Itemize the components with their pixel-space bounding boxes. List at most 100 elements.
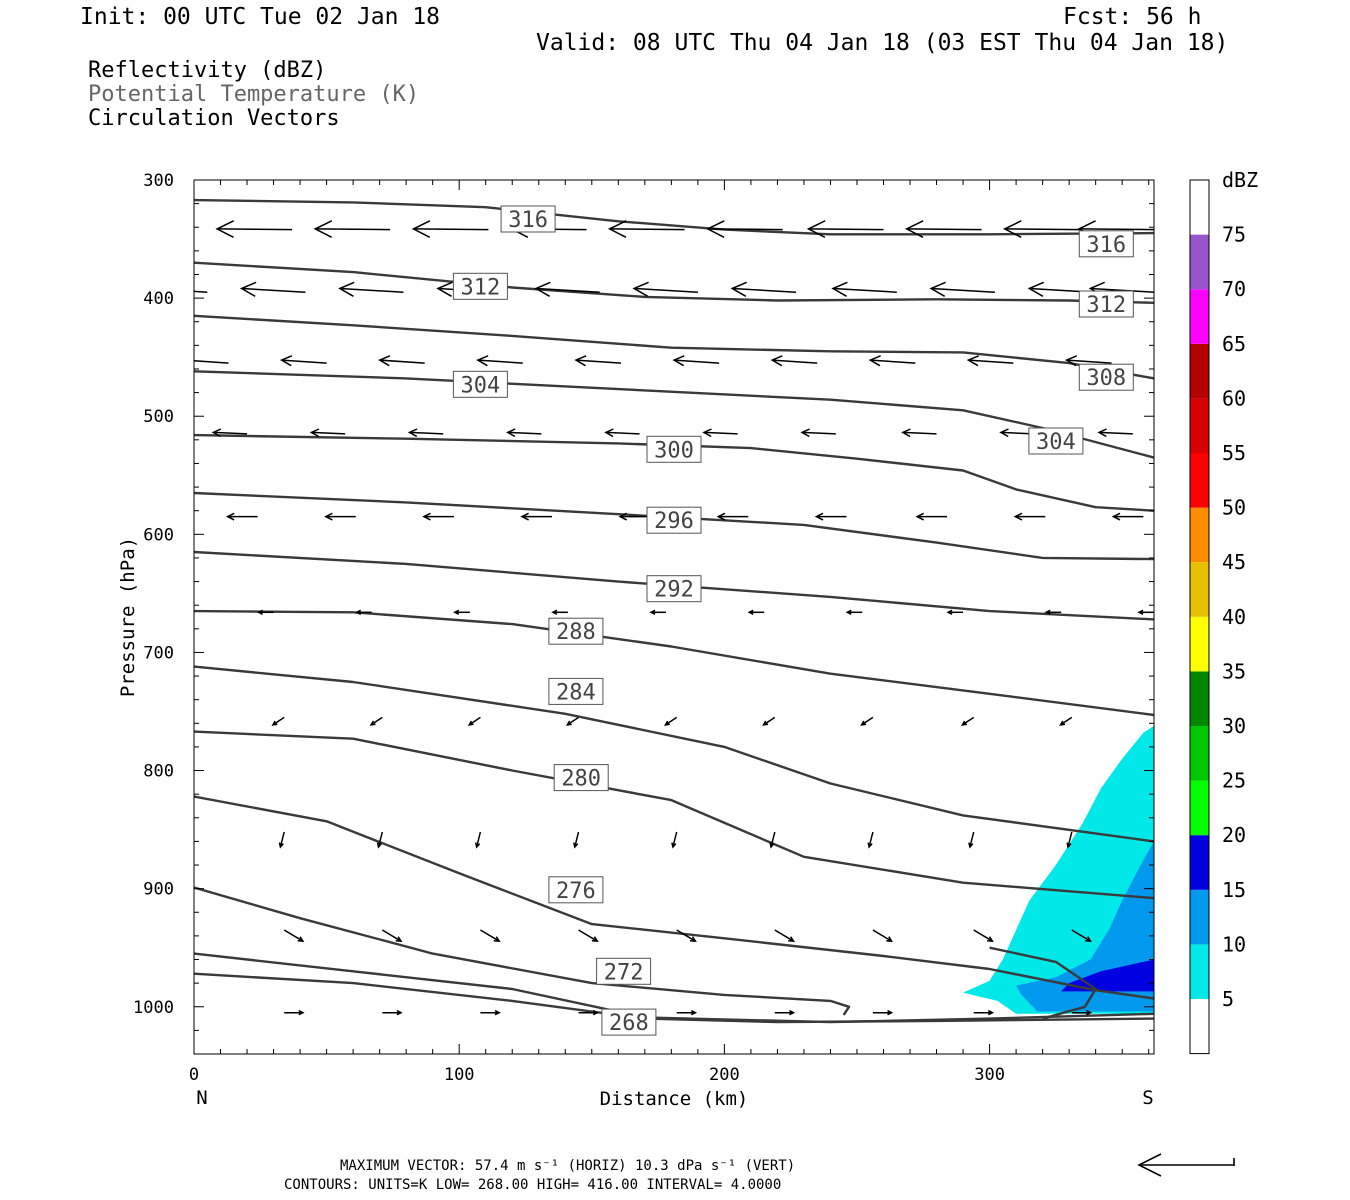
vector-shaft	[674, 359, 720, 364]
colorbar-tick-label: 65	[1222, 332, 1246, 356]
circulation-vector	[534, 281, 600, 297]
vector-shaft	[973, 929, 993, 942]
vector-head	[689, 936, 697, 943]
y-tick-label: 800	[143, 762, 174, 782]
colorbar-tick-label: 75	[1222, 223, 1246, 247]
vector-head	[494, 1009, 501, 1016]
circulation-vector	[225, 512, 258, 521]
vector-shaft	[480, 929, 500, 942]
contour-label-text: 312	[461, 275, 501, 300]
circulation-vector	[671, 831, 678, 849]
vector-head	[271, 720, 278, 726]
colorbar-tick-label: 15	[1222, 878, 1246, 902]
vector-shaft	[535, 287, 600, 293]
vector-head	[279, 355, 293, 367]
circulation-vector	[378, 355, 425, 367]
vector-head	[474, 842, 481, 849]
vector-head	[762, 720, 769, 726]
circulation-vector	[973, 1009, 995, 1016]
vector-head	[1086, 1009, 1093, 1016]
contour-label-box	[1028, 427, 1084, 455]
contour-label-box	[1078, 363, 1134, 391]
vector-head	[769, 842, 775, 849]
vector-head	[690, 1009, 698, 1016]
circulation-vector	[769, 831, 776, 849]
circulation-vector	[309, 428, 346, 438]
circulation-vector	[278, 831, 285, 849]
circulation-vector	[1071, 929, 1092, 943]
circulation-vector	[901, 428, 937, 438]
contour-label-308: 308	[1078, 363, 1134, 391]
vector-shaft	[1090, 287, 1154, 293]
vector-head	[309, 428, 320, 438]
colorbar: 5 10 15 20 25 30 35 40 45 50 55 60 65 70 75	[1189, 179, 1246, 1055]
circulation-vector	[929, 281, 995, 297]
contour-label-text: 288	[556, 620, 596, 645]
contour-label-text: 276	[556, 879, 596, 904]
contour-label-text: 304	[461, 373, 501, 398]
vector-head	[966, 355, 979, 367]
circulation-vector	[872, 929, 894, 943]
vector-head	[396, 1009, 403, 1016]
footer-max-vector: MAXIMUM VECTOR: 57.4 m s⁻¹ (HORIZ) 10.3 …	[340, 1158, 796, 1174]
vector-head	[887, 1009, 894, 1016]
vector-head	[987, 1009, 995, 1016]
contour-labels: 316 316 312 312 308 304 304 300 296 292 288 284 280 2…	[452, 205, 1134, 1036]
vector-shaft	[772, 359, 818, 364]
vector-head	[184, 356, 194, 366]
contour-label-304: 304	[452, 370, 508, 398]
vector-shaft	[703, 431, 738, 435]
circulation-vector	[973, 929, 994, 943]
contour-label-box	[452, 272, 508, 300]
vector-shaft	[413, 228, 489, 231]
circulation-vector	[762, 716, 776, 726]
vector-head	[915, 512, 925, 521]
contour-label-box	[596, 957, 652, 985]
vector-shaft	[194, 290, 208, 293]
circulation-vector	[1097, 428, 1133, 438]
vector-head	[1137, 609, 1144, 615]
y-tick-label: 400	[143, 289, 174, 309]
vector-shaft	[468, 716, 481, 726]
contour-label-text: 268	[609, 1011, 649, 1036]
vector-shaft	[1067, 831, 1073, 848]
vector-head	[476, 355, 489, 367]
vector-shaft	[676, 929, 696, 942]
colorbar-tick-label: 70	[1222, 277, 1246, 301]
vector-shaft	[217, 228, 293, 231]
circulation-vector	[574, 355, 622, 367]
circulation-vector	[194, 290, 208, 293]
circulation-vector	[774, 1009, 796, 1016]
vector-shaft	[311, 431, 346, 435]
circulation-vector	[480, 1009, 501, 1016]
theta-contour-284	[194, 665, 1154, 843]
theta-contour-278	[989, 946, 1097, 1020]
legend-reflectivity: Reflectivity (dBZ)	[88, 58, 327, 83]
vector-head	[574, 355, 587, 367]
vector-shaft	[1078, 228, 1154, 231]
theta-contour-292	[194, 550, 1154, 621]
vector-shaft	[213, 431, 248, 435]
contour-label-text: 312	[1086, 293, 1126, 318]
vector-shaft	[279, 831, 285, 848]
y-axis-label: Pressure (hPa)	[117, 537, 139, 697]
vector-head	[256, 609, 263, 615]
contour-label-text: 296	[654, 509, 694, 534]
vector-head	[1013, 512, 1023, 521]
circulation-vector	[506, 428, 542, 438]
axes: 0 100 200 300 300 400 500 600 700 800 900 1000	[133, 171, 1154, 1085]
colorbar-tick-label: 20	[1222, 823, 1246, 847]
vector-shaft	[281, 359, 327, 364]
circulation-vector	[453, 609, 470, 615]
vector-shaft	[605, 431, 640, 435]
vector-shaft	[664, 716, 678, 726]
colorbar-tick-label: 45	[1222, 550, 1246, 574]
vector-head	[999, 428, 1009, 438]
contour-label-312: 312	[1078, 290, 1134, 318]
vector-head	[607, 220, 627, 238]
circulation-vector	[702, 428, 738, 438]
contour-label-292: 292	[646, 575, 702, 603]
vector-head	[506, 428, 516, 438]
circulation-vector	[376, 831, 384, 849]
vector-head	[649, 609, 656, 615]
